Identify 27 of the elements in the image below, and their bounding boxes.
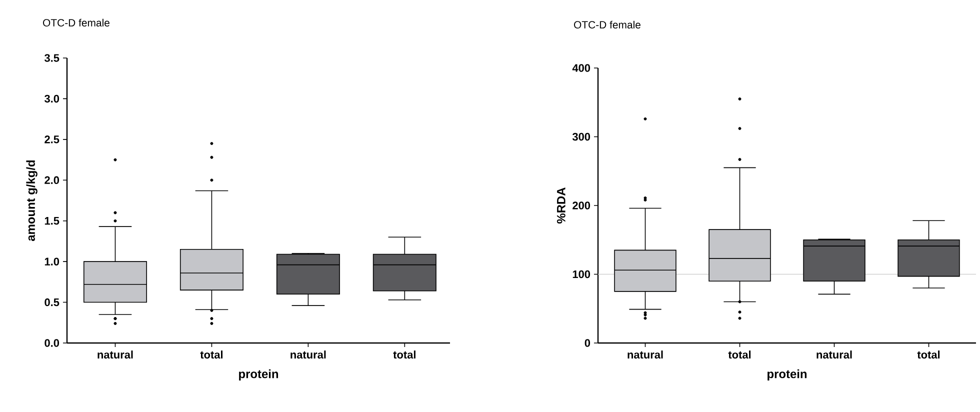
- y-tick-label: 0: [584, 339, 590, 347]
- x-axis-title: protein: [239, 369, 278, 381]
- y-axis-title: %RDA: [556, 188, 566, 224]
- x-tick-label: natural: [628, 350, 663, 359]
- chart-title: OTC-D female: [574, 20, 640, 29]
- y-tick-label: 400: [572, 64, 590, 72]
- y-tick-label: 200: [572, 202, 590, 210]
- x-tick-label: natural: [98, 350, 133, 359]
- y-tick-label: 1.5: [44, 217, 60, 225]
- y-tick-label: 3.0: [44, 94, 60, 103]
- y-tick-label: 0.0: [44, 339, 60, 347]
- y-tick-label: 100: [572, 270, 590, 278]
- x-tick-label: natural: [816, 350, 852, 359]
- y-axis-title: amount g/kg/d: [26, 160, 38, 241]
- x-tick-label: total: [393, 350, 416, 359]
- y-tick-label: 2.0: [44, 176, 60, 184]
- x-tick-label: natural: [290, 350, 326, 359]
- y-tick-label: 300: [572, 132, 590, 141]
- x-tick-label: total: [917, 350, 940, 359]
- chart-title: OTC-D female: [43, 18, 110, 27]
- y-tick-label: 2.5: [44, 136, 60, 144]
- x-axis-title: protein: [768, 369, 807, 381]
- y-tick-label: 0.5: [44, 298, 60, 306]
- x-tick-label: total: [200, 350, 222, 359]
- y-tick-label: 3.5: [44, 54, 60, 62]
- y-tick-label: 1.0: [44, 258, 60, 266]
- x-tick-label: total: [728, 350, 751, 359]
